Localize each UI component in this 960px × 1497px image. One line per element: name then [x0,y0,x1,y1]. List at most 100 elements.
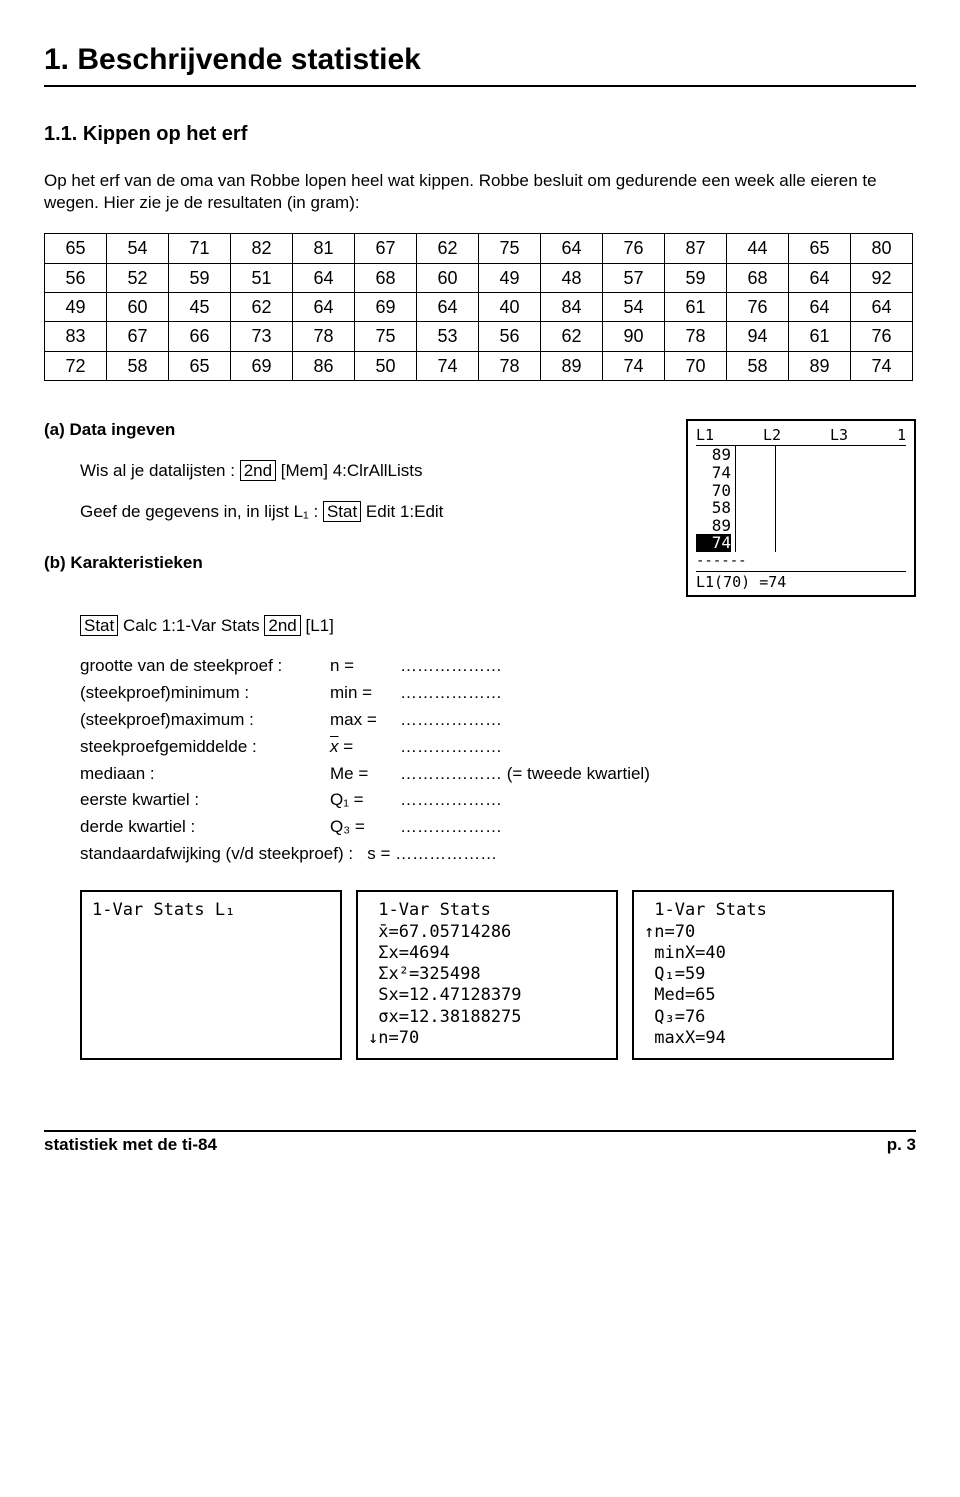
table-cell: 75 [479,234,541,263]
calc-list-value: 74 [696,464,731,482]
table-cell: 64 [417,292,479,321]
calc-list-value: 58 [696,499,731,517]
table-cell: 54 [107,234,169,263]
table-cell: 65 [789,234,851,263]
calc-screen-1: 1-Var Stats L₁ [80,890,342,1060]
table-cell: 61 [665,292,727,321]
calc-hdr-l3: L3 [830,427,848,444]
table-cell: 40 [479,292,541,321]
stat-max-fill: ……………… [400,710,502,729]
stat-max-label: (steekproef)maximum : [80,709,330,732]
line-b1: Stat Calc 1:1-Var Stats 2nd [L1] [44,615,916,638]
table-cell: 54 [603,292,665,321]
table-cell: 61 [789,322,851,351]
section-b-heading: (b) Karakteristieken [44,552,650,575]
intro-text: Op het erf van de oma van Robbe lopen he… [44,170,916,216]
table-cell: 64 [541,234,603,263]
table-cell: 57 [603,263,665,292]
table-cell: 48 [541,263,603,292]
stat-s-fill: ……………… [395,844,497,863]
table-cell: 51 [231,263,293,292]
stat-mean-fill: ……………… [400,737,502,756]
calc-footer: L1(70) =74 [696,571,906,591]
stat-n-label: grootte van de steekproef : [80,655,330,678]
stat-mean: steekproefgemiddelde :x =……………… [80,736,916,759]
table-cell: 66 [169,322,231,351]
table-cell: 56 [45,263,107,292]
stat-n-sym: n = [330,655,400,678]
line-a2: Geef de gegevens in, in lijst L₁ : Stat … [44,501,650,524]
table-cell: 62 [541,322,603,351]
table-cell: 83 [45,322,107,351]
calc-hdr-l1: L1 [696,427,714,444]
calc-hdr-n: 1 [897,427,906,444]
line-a2-pre: Geef de gegevens in, in lijst L₁ : [80,502,323,521]
line-a1-pre: Wis al je datalijsten : [80,461,240,480]
stat-q1: eerste kwartiel :Q₁ =……………… [80,789,916,812]
line-a2-post: Edit 1:Edit [361,502,443,521]
stat-med-sym: Me = [330,763,400,786]
calc-hdr-l2: L2 [763,427,781,444]
calc-list-value: 74 [696,534,731,552]
table-cell: 58 [727,351,789,380]
stat-q1-label: eerste kwartiel : [80,789,330,812]
table-cell: 78 [665,322,727,351]
stat-min-label: (steekproef)minimum : [80,682,330,705]
calc-screen-3: 1-Var Stats ↑n=70 minX=40 Q₁=59 Med=65 Q… [632,890,894,1060]
table-cell: 74 [603,351,665,380]
table-cell: 94 [727,322,789,351]
table-cell: 82 [231,234,293,263]
table-cell: 65 [169,351,231,380]
table-cell: 65 [45,234,107,263]
table-cell: 81 [293,234,355,263]
table-cell: 78 [293,322,355,351]
table-cell: 64 [789,263,851,292]
table-cell: 89 [541,351,603,380]
table-cell: 69 [231,351,293,380]
table-cell: 59 [665,263,727,292]
table-cell: 60 [417,263,479,292]
table-cell: 68 [355,263,417,292]
section-a-heading: (a) Data ingeven [44,419,650,442]
line-a1-post: [Mem] 4:ClrAllLists [276,461,422,480]
stat-s: standaardafwijking (v/d steekproef) : s … [80,843,916,866]
table-cell: 49 [479,263,541,292]
table-cell: 92 [851,263,913,292]
page-footer: statistiek met de ti-84 p. 3 [44,1130,916,1157]
table-cell: 64 [293,263,355,292]
table-cell: 64 [293,292,355,321]
calc-screen-list: L1 L2 L3 1 897470588974 ------ L1(70) =7… [686,419,916,597]
stat-q3-label: derde kwartiel : [80,816,330,839]
table-cell: 69 [355,292,417,321]
calc-list-value: 89 [696,446,731,464]
table-cell: 76 [603,234,665,263]
page-title: 1. Beschrijvende statistiek [44,40,916,81]
title-rule [44,85,916,87]
stat-max: (steekproef)maximum :max =……………… [80,709,916,732]
key-stat: Stat [323,501,361,522]
stat-q3: derde kwartiel :Q₃ =……………… [80,816,916,839]
stat-s-sym: s = [367,844,390,863]
stat-max-sym: max = [330,709,400,732]
stat-q1-sym: Q₁ = [330,789,400,812]
table-cell: 62 [417,234,479,263]
table-cell: 60 [107,292,169,321]
table-cell: 87 [665,234,727,263]
stat-med-fill: ……………… (= tweede kwartiel) [400,764,650,783]
table-cell: 62 [231,292,293,321]
table-cell: 52 [107,263,169,292]
stat-s-label: standaardafwijking (v/d steekproef) : [80,843,353,866]
calc-screen-2: 1-Var Stats x̄=67.05714286 Σx=4694 Σx²=3… [356,890,618,1060]
stat-n-fill: ……………… [400,656,502,675]
table-cell: 80 [851,234,913,263]
section-subtitle: 1.1. Kippen op het erf [44,121,916,148]
footer-right: p. 3 [887,1134,916,1157]
line-b1-mid: Calc 1:1-Var Stats [118,616,264,635]
table-cell: 44 [727,234,789,263]
table-cell: 45 [169,292,231,321]
stat-min-fill: ……………… [400,683,502,702]
table-cell: 71 [169,234,231,263]
calc-list-value: 70 [696,482,731,500]
line-a1: Wis al je datalijsten : 2nd [Mem] 4:ClrA… [44,460,650,483]
table-cell: 49 [45,292,107,321]
